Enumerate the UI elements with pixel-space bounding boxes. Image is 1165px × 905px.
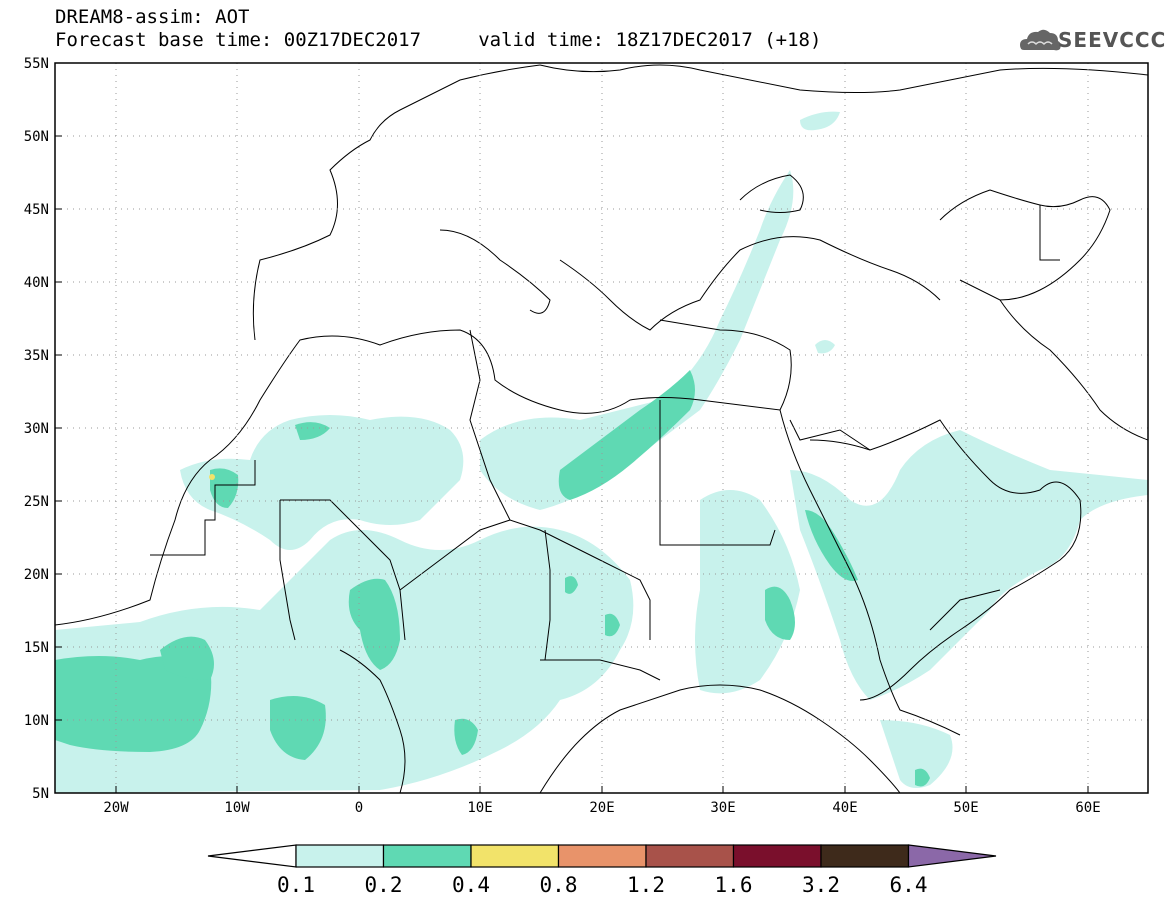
forecast-times: Forecast base time: 00Z17DEC2017 valid t… bbox=[55, 29, 822, 51]
aot-medium-region bbox=[55, 370, 930, 787]
lat-label: 40N bbox=[24, 275, 49, 291]
chart-title: DREAM8-assim: AOT bbox=[55, 6, 250, 28]
colorbar-box bbox=[732, 844, 822, 868]
lat-label: 10N bbox=[24, 713, 49, 729]
colorbar-box bbox=[820, 844, 910, 868]
lat-label: 55N bbox=[24, 56, 49, 72]
colorbar-box bbox=[645, 844, 735, 868]
cloud-logo-icon bbox=[1020, 29, 1061, 51]
lon-ticks bbox=[115, 786, 1089, 793]
lon-label: 10W bbox=[224, 800, 250, 816]
colorbar-high-arrow bbox=[907, 844, 997, 868]
lat-labels: 55N 50N 45N 40N 35N 30N 25N 20N 15N 10N … bbox=[24, 56, 49, 802]
colorbar-label: 1.2 bbox=[627, 873, 665, 897]
colorbar-label: 0.8 bbox=[540, 873, 578, 897]
lat-label: 25N bbox=[24, 494, 49, 510]
lon-label: 30E bbox=[710, 800, 735, 816]
lat-label: 45N bbox=[24, 202, 49, 218]
grid-lines bbox=[55, 63, 1148, 793]
colorbar-label: 0.1 bbox=[277, 873, 315, 897]
lon-label: 10E bbox=[467, 800, 492, 816]
colorbar-low-arrow bbox=[207, 844, 297, 868]
lat-label: 35N bbox=[24, 348, 49, 364]
coastlines bbox=[55, 63, 1148, 793]
colorbar-label: 0.4 bbox=[452, 873, 490, 897]
lon-label: 20W bbox=[103, 800, 129, 816]
colorbar-box bbox=[382, 844, 472, 868]
colorbar-label: 3.2 bbox=[802, 873, 840, 897]
logo-text: SEEVCCC bbox=[1058, 28, 1165, 52]
lat-label: 30N bbox=[24, 421, 49, 437]
colorbar-label: 6.4 bbox=[890, 873, 928, 897]
lon-label: 20E bbox=[589, 800, 614, 816]
lat-ticks bbox=[55, 62, 62, 794]
colorbar-box bbox=[295, 844, 385, 868]
colorbar-labels: 0.1 0.2 0.4 0.8 1.2 1.6 3.2 6.4 bbox=[277, 873, 927, 897]
aot-contours bbox=[55, 111, 1148, 793]
aot-high-spot bbox=[209, 474, 215, 480]
colorbar bbox=[207, 844, 997, 868]
lat-label: 5N bbox=[32, 786, 49, 802]
colorbar-box bbox=[470, 844, 560, 868]
lon-label: 0 bbox=[355, 800, 363, 816]
lat-label: 15N bbox=[24, 640, 49, 656]
colorbar-box bbox=[557, 844, 647, 868]
lat-label: 50N bbox=[24, 129, 49, 145]
lat-label: 20N bbox=[24, 567, 49, 583]
lon-label: 50E bbox=[953, 800, 978, 816]
lon-labels: 20W 10W 0 10E 20E 30E 40E 50E 60E bbox=[103, 800, 1100, 816]
colorbar-label: 1.6 bbox=[715, 873, 753, 897]
lon-label: 60E bbox=[1075, 800, 1100, 816]
lon-label: 40E bbox=[832, 800, 857, 816]
colorbar-label: 0.2 bbox=[365, 873, 403, 897]
